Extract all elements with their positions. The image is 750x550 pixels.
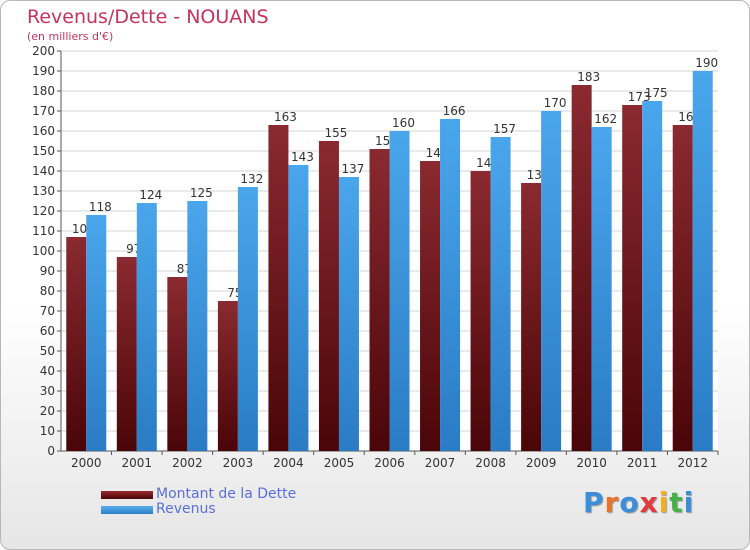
bar-revenus bbox=[338, 177, 359, 451]
bar-revenus bbox=[86, 215, 107, 451]
y-tick-label: 160 bbox=[32, 124, 55, 138]
data-label-revenus: 143 bbox=[291, 150, 314, 164]
logo-letter: r bbox=[604, 486, 620, 519]
data-label-revenus: 190 bbox=[695, 56, 718, 70]
legend-label-revenus: Revenus bbox=[156, 501, 216, 517]
y-tick-label: 90 bbox=[40, 264, 55, 278]
y-tick-label: 190 bbox=[32, 64, 55, 78]
data-label-dette: 163 bbox=[274, 110, 297, 124]
legend-label-dette: Montant de la Dette bbox=[156, 486, 297, 502]
data-label-dette: 173 bbox=[628, 90, 651, 104]
data-label-revenus: 132 bbox=[240, 172, 263, 186]
bar-dette bbox=[116, 257, 137, 451]
y-tick-label: 20 bbox=[40, 404, 55, 418]
bar-dette bbox=[318, 141, 339, 451]
x-tick-label: 2004 bbox=[273, 456, 304, 470]
bar-revenus bbox=[642, 101, 663, 451]
bar-revenus bbox=[692, 71, 713, 451]
x-tick-label: 2002 bbox=[172, 456, 203, 470]
y-tick-label: 110 bbox=[32, 224, 55, 238]
data-label-revenus: 118 bbox=[89, 200, 112, 214]
bar-revenus bbox=[541, 111, 562, 451]
logo-letter: i bbox=[658, 486, 670, 519]
y-tick-label: 70 bbox=[40, 304, 55, 318]
y-tick-label: 80 bbox=[40, 284, 55, 298]
x-tick-label: 2012 bbox=[677, 456, 708, 470]
bar-dette bbox=[521, 183, 542, 451]
data-label-revenus: 175 bbox=[645, 86, 668, 100]
bar-revenus bbox=[136, 203, 157, 451]
chart-title: Revenus/Dette - NOUANS bbox=[27, 6, 269, 28]
bar-revenus bbox=[288, 165, 309, 451]
x-tick-label: 2006 bbox=[374, 456, 405, 470]
proxiti-logo: Proxiti bbox=[583, 486, 694, 519]
y-tick-label: 180 bbox=[32, 84, 55, 98]
y-tick-label: 120 bbox=[32, 204, 55, 218]
logo-letter: P bbox=[583, 486, 605, 519]
bar-dette bbox=[369, 149, 390, 451]
data-label-revenus: 166 bbox=[443, 104, 466, 118]
legend-swatch-revenus bbox=[101, 506, 153, 514]
x-tick-label: 2001 bbox=[122, 456, 153, 470]
x-tick-label: 2010 bbox=[576, 456, 607, 470]
x-tick-label: 2009 bbox=[526, 456, 557, 470]
bar-dette bbox=[420, 161, 441, 451]
bar-dette bbox=[217, 301, 238, 451]
x-tick-label: 2003 bbox=[223, 456, 254, 470]
x-tick-label: 2008 bbox=[475, 456, 506, 470]
bar-revenus bbox=[237, 187, 258, 451]
data-label-revenus: 157 bbox=[493, 122, 516, 136]
x-tick-label: 2000 bbox=[71, 456, 102, 470]
bar-revenus bbox=[591, 127, 612, 451]
bar-dette bbox=[470, 171, 491, 451]
y-tick-label: 30 bbox=[40, 384, 55, 398]
y-tick-label: 60 bbox=[40, 324, 55, 338]
x-tick-label: 2011 bbox=[627, 456, 658, 470]
y-tick-label: 10 bbox=[40, 424, 55, 438]
bar-dette bbox=[622, 105, 643, 451]
bar-dette bbox=[167, 277, 188, 451]
logo-letter: t bbox=[669, 486, 684, 519]
y-tick-label: 100 bbox=[32, 244, 55, 258]
bar-revenus bbox=[440, 119, 461, 451]
y-tick-label: 140 bbox=[32, 164, 55, 178]
legend-swatch-dette bbox=[101, 491, 153, 499]
y-tick-label: 170 bbox=[32, 104, 55, 118]
y-tick-label: 50 bbox=[40, 344, 55, 358]
y-tick-label: 200 bbox=[32, 44, 55, 58]
chart-subtitle: (en milliers d'€) bbox=[27, 30, 114, 43]
y-tick-label: 150 bbox=[32, 144, 55, 158]
data-label-revenus: 160 bbox=[392, 116, 415, 130]
data-label-revenus: 124 bbox=[139, 188, 162, 202]
logo-letter: o bbox=[619, 486, 640, 519]
bar-revenus bbox=[389, 131, 410, 451]
bar-revenus bbox=[490, 137, 511, 451]
bar-dette bbox=[268, 125, 289, 451]
y-tick-label: 40 bbox=[40, 364, 55, 378]
data-label-revenus: 137 bbox=[342, 162, 365, 176]
data-label-revenus: 162 bbox=[594, 112, 617, 126]
x-tick-label: 2007 bbox=[425, 456, 456, 470]
bar-dette bbox=[571, 85, 592, 451]
logo-letter: i bbox=[683, 486, 695, 519]
x-tick-label: 2005 bbox=[324, 456, 355, 470]
bar-dette bbox=[672, 125, 693, 451]
data-label-dette: 183 bbox=[577, 70, 600, 84]
bar-revenus bbox=[187, 201, 208, 451]
y-tick-label: 0 bbox=[47, 444, 55, 458]
logo-letter: x bbox=[639, 486, 659, 519]
data-label-dette: 155 bbox=[325, 126, 348, 140]
data-label-revenus: 125 bbox=[190, 186, 213, 200]
data-label-revenus: 170 bbox=[544, 96, 567, 110]
y-tick-label: 130 bbox=[32, 184, 55, 198]
bar-dette bbox=[66, 237, 87, 451]
